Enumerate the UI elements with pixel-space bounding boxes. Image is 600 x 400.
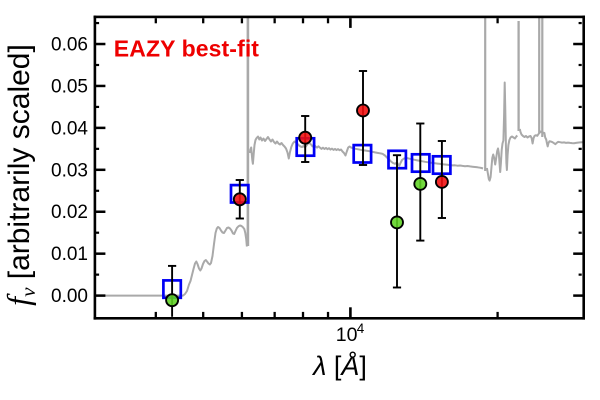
svg-text:0.03: 0.03 bbox=[51, 160, 88, 181]
svg-text:0.06: 0.06 bbox=[51, 35, 88, 56]
svg-text:0.01: 0.01 bbox=[51, 244, 88, 265]
svg-text:10: 10 bbox=[336, 324, 358, 346]
svg-text:4: 4 bbox=[357, 321, 365, 336]
svg-text:0.04: 0.04 bbox=[51, 118, 88, 139]
svg-text:λ [Å]: λ [Å] bbox=[311, 350, 367, 381]
svg-text:0.05: 0.05 bbox=[51, 77, 88, 98]
svg-text:0.00: 0.00 bbox=[51, 286, 88, 307]
svg-text:EAZY best-fit: EAZY best-fit bbox=[114, 36, 260, 62]
svg-text:0.02: 0.02 bbox=[51, 202, 88, 223]
svg-text:fν [arbitrarily scaled]: fν [arbitrarily scaled] bbox=[0, 44, 40, 306]
